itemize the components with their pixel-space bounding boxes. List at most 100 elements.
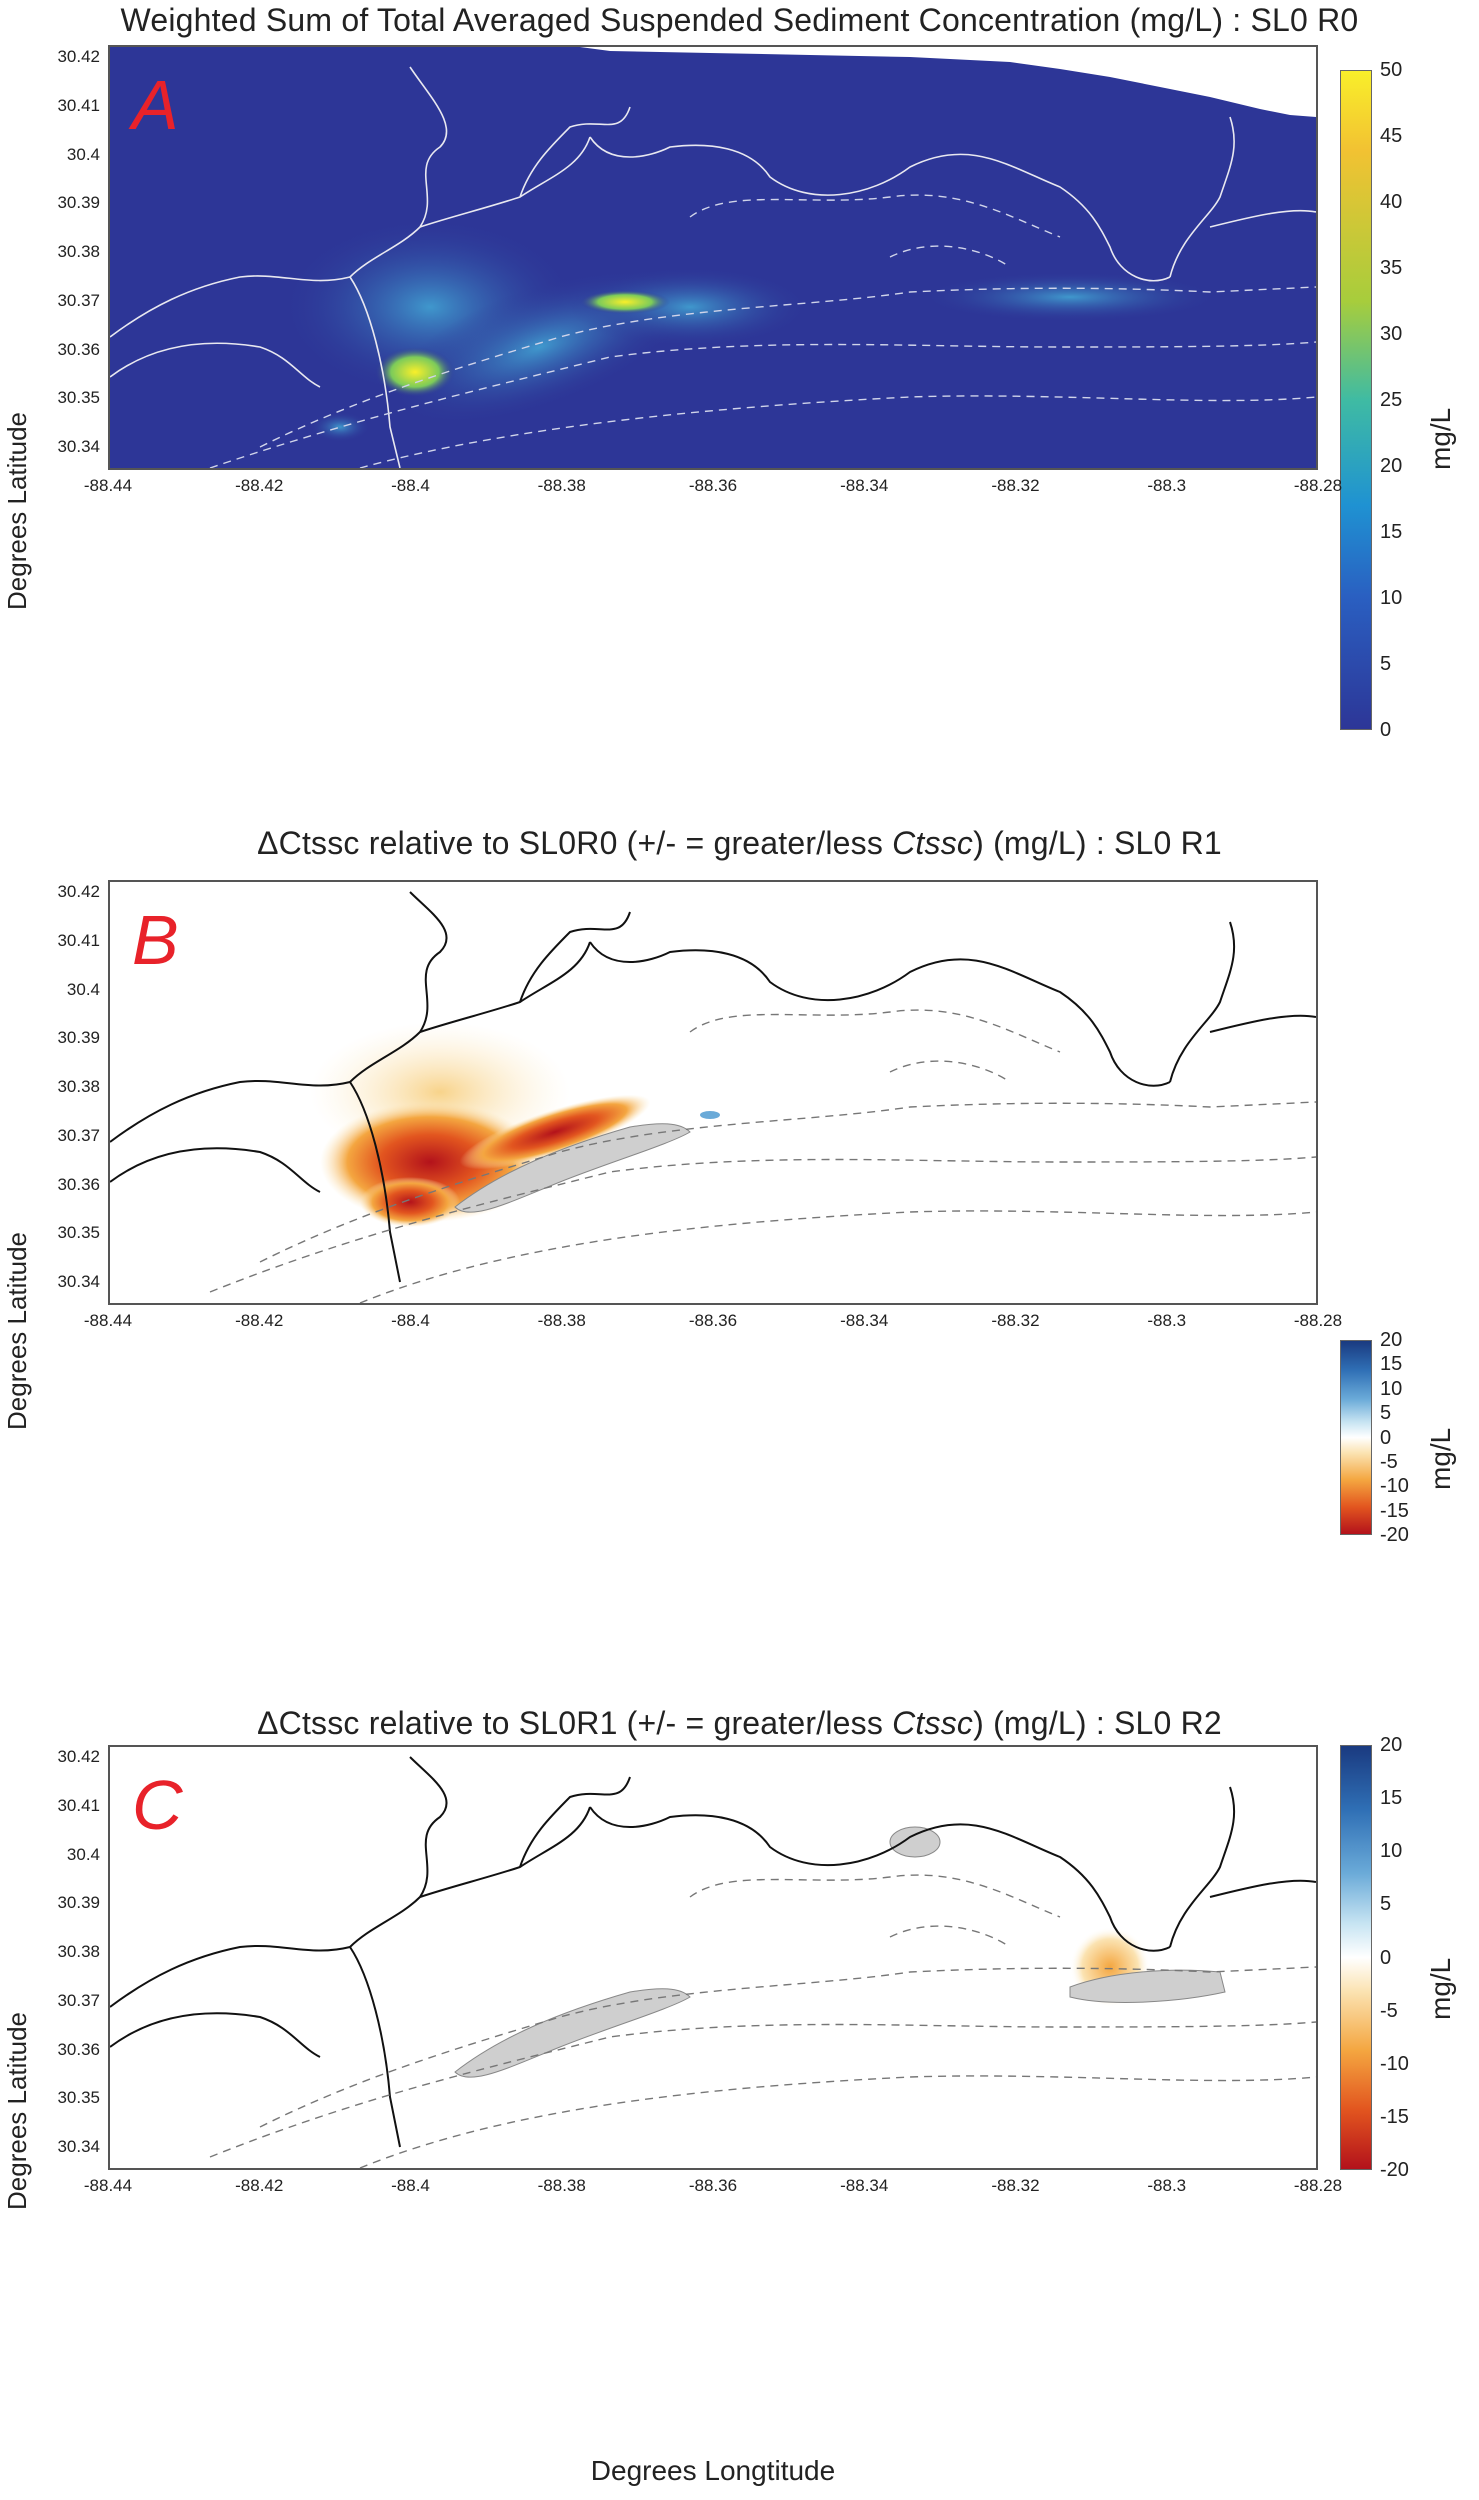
colorbar-tick: 40 xyxy=(1380,191,1403,213)
x-tick-label: -88.4 xyxy=(391,2176,430,2195)
x-tick-label: -88.28 xyxy=(1293,1311,1343,1330)
y-tick-label: 30.37 xyxy=(57,1990,100,2010)
y-tick-label: 30.42 xyxy=(57,47,100,66)
panel-a-title: Weighted Sum of Total Averaged Suspended… xyxy=(120,2,1359,38)
y-tick-label: 30.39 xyxy=(57,1028,100,1048)
panel-a-y-label: Degrees Latitude xyxy=(2,411,32,610)
colorbar-tick: 20 xyxy=(1380,455,1403,477)
panel-c-letter: C xyxy=(132,1766,183,1844)
panel-b-title-suffix: ) (mg/L) : SL0 R1 xyxy=(973,825,1222,861)
panel-c-colorbar xyxy=(1340,1745,1372,2170)
gain-patch xyxy=(700,1111,720,1119)
colorbar-tick: -20 xyxy=(1380,1524,1409,1546)
y-tick-label: 30.42 xyxy=(57,882,100,901)
colorbar-tick: 50 xyxy=(1380,59,1403,81)
proposed-island xyxy=(454,1123,691,1213)
y-tick-label: 30.34 xyxy=(57,2137,100,2156)
y-tick-label: 30.4 xyxy=(66,979,100,999)
y-tick-label: 30.4 xyxy=(66,1844,100,1864)
panel-b-colorbar xyxy=(1340,1340,1372,1535)
x-tick-label: -88.34 xyxy=(840,2176,889,2195)
panel-c-map: C xyxy=(108,1745,1318,2170)
y-tick-label: 30.35 xyxy=(57,388,100,408)
panel-a-map-svg xyxy=(110,47,1316,468)
x-tick-label: -88.32 xyxy=(991,1311,1040,1330)
colorbar-tick: 0 xyxy=(1380,1946,1392,1969)
x-tick-label: -88.4 xyxy=(391,476,430,495)
x-tick-label: -88.32 xyxy=(991,476,1040,495)
y-tick-label: 30.36 xyxy=(57,1174,100,1194)
y-tick-label: 30.36 xyxy=(57,339,100,359)
x-tick-label: -88.28 xyxy=(1293,2176,1343,2195)
colorbar-tick: 30 xyxy=(1380,323,1403,345)
coastline xyxy=(110,1756,1316,2148)
panel-a-letter: A xyxy=(132,66,179,144)
colorbar-tick: -15 xyxy=(1380,1499,1409,1522)
panel-c-title-prefix: ΔCtssc relative to SL0R1 (+/- = greater/… xyxy=(257,1705,893,1741)
y-tick-label: 30.42 xyxy=(57,1747,100,1766)
panel-b-title: ΔCtssc relative to SL0R0 (+/- = greater/… xyxy=(0,825,1479,862)
panel-b-title-symbol: Ctssc xyxy=(892,825,974,861)
plume-glow xyxy=(920,272,1220,322)
x-tick-label: -88.42 xyxy=(235,476,284,495)
x-tick-label: -88.3 xyxy=(1147,1311,1187,1330)
x-tick-label: -88.38 xyxy=(537,476,586,495)
proposed-island xyxy=(889,1826,941,1858)
plume-glow xyxy=(570,267,810,347)
x-tick-label: -88.42 xyxy=(235,1311,284,1330)
colorbar-tick: 15 xyxy=(1380,1353,1403,1376)
colorbar-tick: 20 xyxy=(1380,1329,1403,1351)
x-tick-label: -88.34 xyxy=(840,1311,889,1330)
y-tick-label: 30.36 xyxy=(57,2039,100,2059)
y-tick-label: 30.38 xyxy=(57,1942,100,1961)
x-tick-label: -88.38 xyxy=(537,2176,586,2195)
plume-glow xyxy=(310,412,370,442)
colorbar-tick: 5 xyxy=(1380,1893,1392,1916)
colorbar-tick: 25 xyxy=(1380,389,1403,411)
panel-a-map: A xyxy=(108,45,1318,470)
colorbar-tick: 0 xyxy=(1380,1426,1392,1449)
panel-c-title-suffix: ) (mg/L) : SL0 R2 xyxy=(973,1705,1222,1741)
colorbar-tick: 0 xyxy=(1380,719,1392,741)
y-tick-label: 30.41 xyxy=(57,1795,100,1815)
panel-b-map-svg xyxy=(110,882,1316,1303)
x-tick-label: -88.38 xyxy=(537,1311,586,1330)
colorbar-tick: 15 xyxy=(1380,521,1403,543)
y-tick-label: 30.37 xyxy=(57,290,100,310)
y-tick-label: 30.38 xyxy=(57,242,100,261)
no-data-region xyxy=(580,47,1316,117)
coastline xyxy=(110,891,1316,1283)
y-tick-label: 30.34 xyxy=(57,1272,100,1291)
x-tick-label: -88.3 xyxy=(1147,476,1187,495)
sediment-field xyxy=(110,47,1316,468)
y-tick-label: 30.38 xyxy=(57,1077,100,1096)
proposed-island xyxy=(454,1988,691,2078)
colorbar-tick: 10 xyxy=(1380,1377,1403,1400)
colorbar-tick: 5 xyxy=(1380,653,1392,675)
y-tick-label: 30.34 xyxy=(57,437,100,456)
y-tick-label: 30.39 xyxy=(57,193,100,213)
y-tick-label: 30.4 xyxy=(66,144,100,164)
y-tick-label: 30.37 xyxy=(57,1125,100,1145)
x-tick-label: -88.36 xyxy=(688,2176,738,2195)
bathymetry-contours xyxy=(209,194,1316,468)
y-tick-label: 30.35 xyxy=(57,2088,100,2108)
panel-b-colorbar-unit: mg/L xyxy=(1425,1427,1456,1490)
colorbar-tick: -5 xyxy=(1380,1999,1398,2022)
x-tick-label: -88.34 xyxy=(840,476,889,495)
x-tick-label: -88.44 xyxy=(83,1311,133,1330)
colorbar-tick: 5 xyxy=(1380,1402,1392,1425)
x-tick-label: -88.42 xyxy=(235,2176,284,2195)
colorbar-tick: -10 xyxy=(1380,2052,1409,2075)
panel-b-y-label: Degrees Latitude xyxy=(2,1231,32,1430)
colorbar-tick: -10 xyxy=(1380,1475,1409,1498)
colorbar-tick: 20 xyxy=(1380,1734,1403,1756)
x-tick-label: -88.3 xyxy=(1147,2176,1187,2195)
colorbar-tick: 45 xyxy=(1380,125,1403,147)
x-tick-label: -88.36 xyxy=(688,1311,738,1330)
colorbar-tick: 10 xyxy=(1380,587,1403,609)
hotspot xyxy=(375,347,455,397)
x-tick-label: -88.4 xyxy=(391,1311,430,1330)
colorbar-tick: 35 xyxy=(1380,257,1403,279)
coastline xyxy=(110,66,1316,468)
